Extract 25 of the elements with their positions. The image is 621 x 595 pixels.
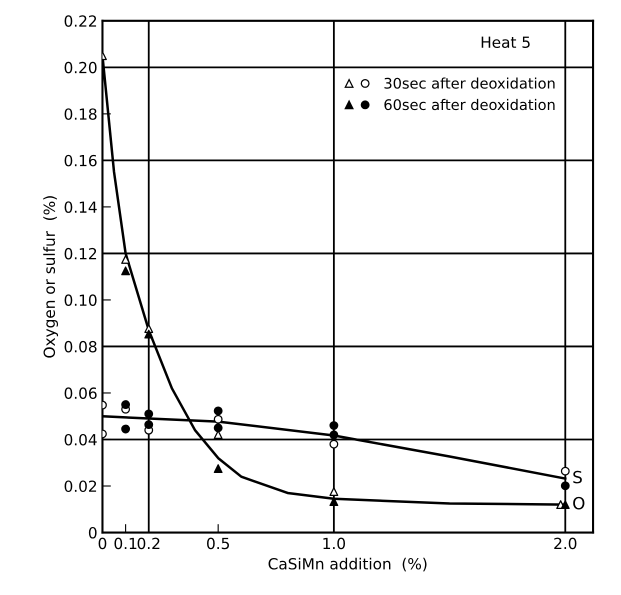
x-tick-label: 0.1	[114, 538, 136, 550]
y-tick-label: 0.16	[64, 154, 97, 166]
x-tick-label: 0	[98, 538, 106, 550]
x-tick-label: 2.0	[554, 538, 576, 550]
x-tick-label: 0.2	[138, 538, 160, 550]
series-label: O	[573, 496, 584, 510]
x-tick-label: 1.0	[323, 538, 346, 550]
y-tick-label: 0	[88, 526, 97, 539]
y-tick-label: 0.18	[64, 108, 97, 120]
y-tick-label: 0.02	[64, 480, 96, 492]
y-tick-label: 0.14	[64, 201, 97, 213]
y-tick-label: 0.04	[64, 434, 97, 446]
y-tick-label: 0.12	[64, 248, 96, 260]
legend-label: 30sec after deoxidation	[384, 77, 555, 89]
annotation: Heat 5	[482, 36, 530, 48]
y-tick-label: 0.20	[64, 62, 97, 74]
y-tick-label: 0.22	[64, 15, 96, 27]
y-axis-title: Oxygen or sulfur (%)	[43, 196, 58, 358]
y-tick-label: 0.08	[64, 340, 97, 352]
y-tick-label: 0.10	[64, 294, 97, 306]
x-axis-title: CaSiMn addition (%)	[268, 558, 427, 572]
legend-label: 60sec after deoxidation	[384, 98, 555, 110]
series-label: S	[573, 470, 582, 484]
x-tick-label: 0.5	[207, 538, 229, 550]
y-tick-label: 0.06	[64, 387, 97, 399]
